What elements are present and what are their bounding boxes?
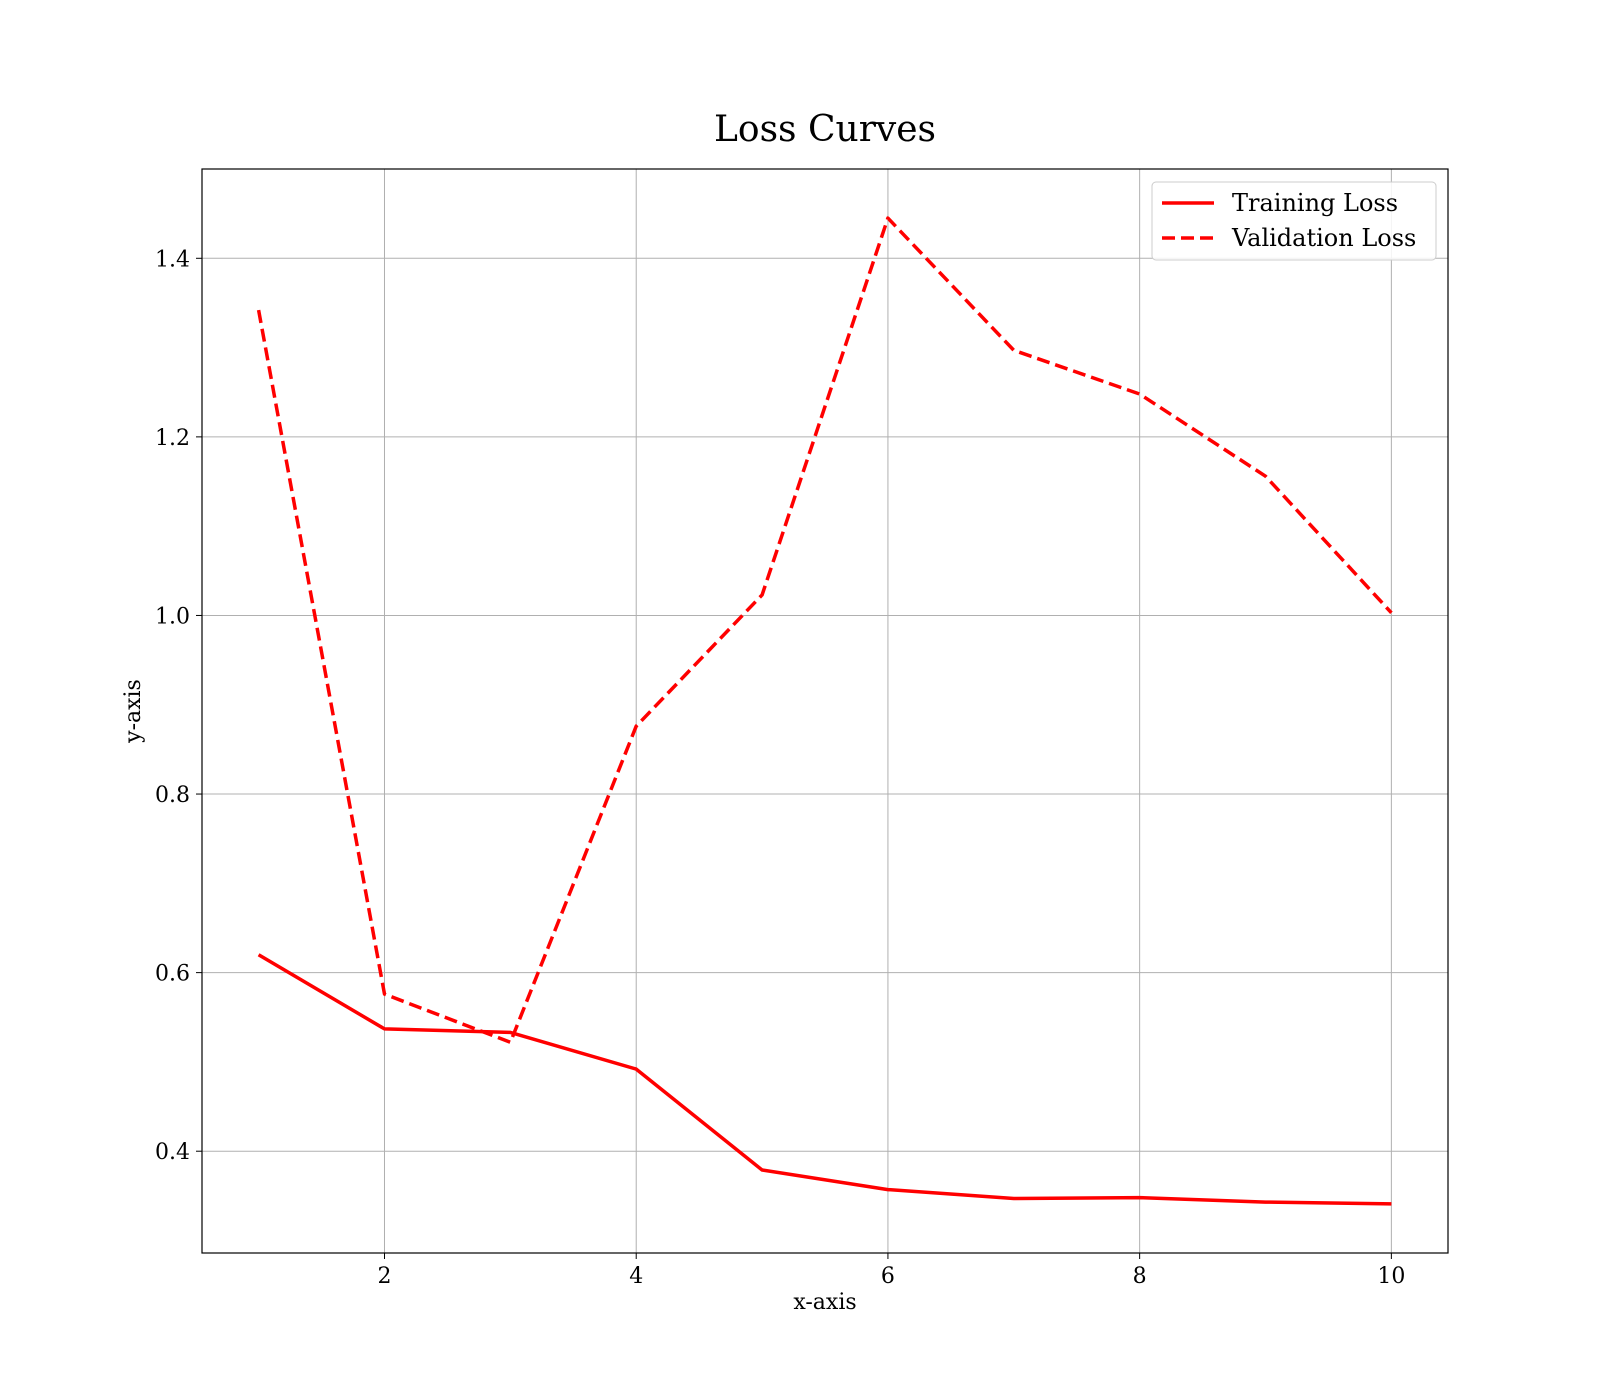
series-layer bbox=[256, 216, 1393, 1206]
legend-box bbox=[1151, 181, 1437, 261]
y-tick-label: 0.4 bbox=[155, 1140, 190, 1165]
x-tick-label: 2 bbox=[377, 1264, 391, 1289]
y-tick-label: 1.0 bbox=[155, 604, 190, 629]
legend-label-validation-loss: Validation Loss bbox=[1231, 224, 1416, 252]
chart-title: Loss Curves bbox=[714, 109, 936, 150]
y-tick-label: 0.8 bbox=[155, 783, 190, 808]
series-line-validation-loss bbox=[256, 216, 1393, 1045]
y-tick-label: 0.6 bbox=[155, 962, 190, 987]
x-axis-label: x-axis bbox=[793, 1290, 856, 1315]
y-axis-label: y-axis bbox=[121, 679, 146, 744]
axis-ticks: 2 4 6 8 10 0.4 0.6 0.8 1.0 1.2 1.4 bbox=[155, 247, 1405, 1289]
y-tick-label: 1.4 bbox=[155, 247, 190, 272]
x-tick-label: 10 bbox=[1377, 1264, 1405, 1289]
legend: Training Loss Validation Loss bbox=[1151, 181, 1437, 261]
x-tick-label: 4 bbox=[629, 1264, 643, 1289]
y-tick-label: 1.2 bbox=[155, 426, 190, 451]
x-tick-label: 8 bbox=[1133, 1264, 1147, 1289]
series-line-training-loss bbox=[257, 953, 1392, 1206]
x-tick-label: 6 bbox=[881, 1264, 895, 1289]
plot-area-frame bbox=[201, 168, 1449, 1254]
legend-label-training-loss: Training Loss bbox=[1232, 189, 1398, 217]
